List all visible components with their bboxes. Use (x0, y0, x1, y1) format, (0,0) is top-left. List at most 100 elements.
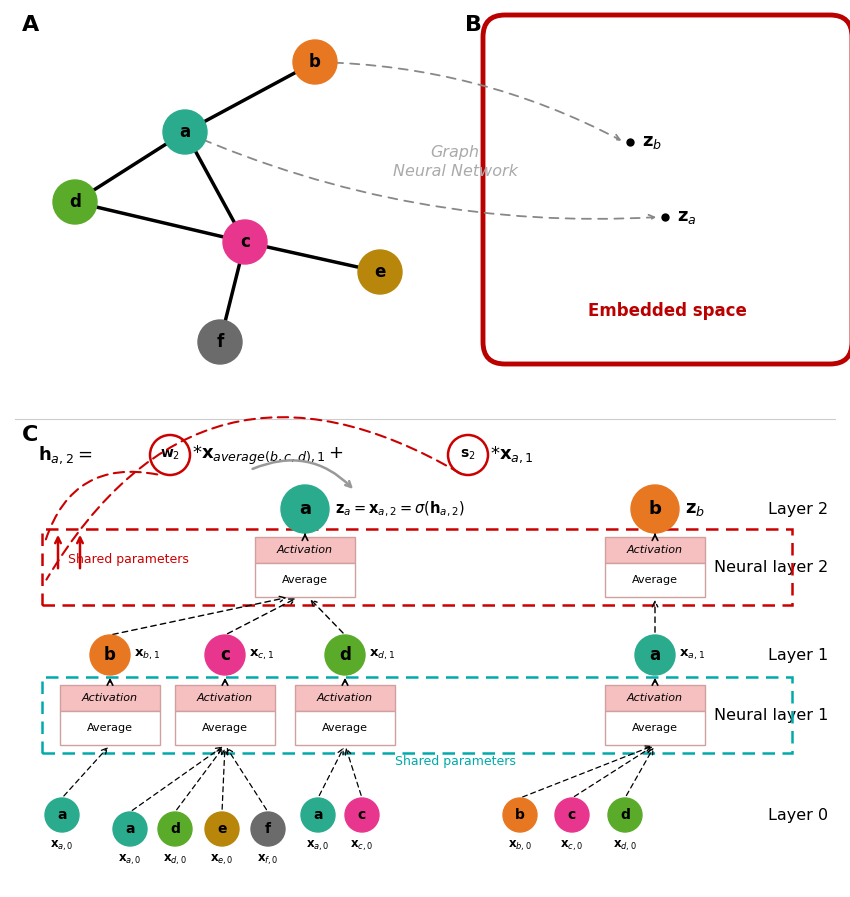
FancyBboxPatch shape (295, 711, 395, 745)
FancyBboxPatch shape (175, 685, 275, 711)
Circle shape (53, 180, 97, 224)
Text: $\mathbf{x}_{e,0}$: $\mathbf{x}_{e,0}$ (210, 853, 234, 867)
Text: $\mathbf{x}_{f,0}$: $\mathbf{x}_{f,0}$ (258, 853, 279, 867)
Text: $\mathbf{x}_{c,0}$: $\mathbf{x}_{c,0}$ (350, 839, 373, 853)
Text: Activation: Activation (317, 693, 373, 703)
Circle shape (150, 435, 190, 475)
Text: d: d (170, 822, 180, 836)
Text: $\mathbf{x}_{b,1}$: $\mathbf{x}_{b,1}$ (134, 648, 161, 662)
Text: $\mathbf{x}_{d,0}$: $\mathbf{x}_{d,0}$ (163, 853, 187, 867)
Circle shape (113, 812, 147, 846)
FancyBboxPatch shape (605, 563, 705, 597)
Text: $\mathbf{x}_{a,0}$: $\mathbf{x}_{a,0}$ (50, 839, 74, 853)
Text: C: C (22, 425, 38, 445)
FancyBboxPatch shape (60, 685, 160, 711)
Text: Average: Average (282, 575, 328, 585)
Text: Activation: Activation (627, 693, 683, 703)
Text: c: c (358, 808, 366, 822)
Circle shape (345, 798, 379, 832)
Text: Average: Average (632, 723, 678, 733)
Text: a: a (179, 123, 190, 141)
Text: f: f (217, 333, 224, 351)
Circle shape (635, 635, 675, 675)
Text: b: b (515, 808, 525, 822)
FancyBboxPatch shape (605, 685, 705, 711)
Text: $\mathbf{x}_{d,0}$: $\mathbf{x}_{d,0}$ (613, 839, 637, 853)
Text: Layer 1: Layer 1 (768, 648, 828, 663)
Circle shape (205, 635, 245, 675)
Circle shape (631, 485, 679, 533)
Text: $\mathbf{x}_{c,1}$: $\mathbf{x}_{c,1}$ (249, 648, 275, 662)
Text: Layer 2: Layer 2 (768, 501, 828, 517)
Text: d: d (339, 646, 351, 664)
Text: Neural layer 1: Neural layer 1 (714, 708, 828, 722)
Text: c: c (568, 808, 576, 822)
Circle shape (503, 798, 537, 832)
Text: Activation: Activation (82, 693, 138, 703)
Circle shape (555, 798, 589, 832)
Text: $*\mathbf{x}_{a,1}$: $*\mathbf{x}_{a,1}$ (490, 445, 534, 466)
Text: c: c (240, 233, 250, 251)
Text: Average: Average (632, 575, 678, 585)
Circle shape (358, 250, 402, 294)
FancyBboxPatch shape (175, 711, 275, 745)
Text: Shared parameters: Shared parameters (68, 553, 189, 565)
Circle shape (198, 320, 242, 364)
Circle shape (90, 635, 130, 675)
Text: a: a (299, 500, 311, 518)
Text: Neural layer 2: Neural layer 2 (714, 560, 828, 574)
Text: c: c (220, 646, 230, 664)
Text: d: d (620, 808, 630, 822)
Circle shape (293, 40, 337, 84)
FancyBboxPatch shape (60, 711, 160, 745)
Text: A: A (22, 15, 39, 35)
Circle shape (608, 798, 642, 832)
Circle shape (158, 812, 192, 846)
Text: b: b (309, 53, 321, 71)
Text: $\mathbf{x}_{c,0}$: $\mathbf{x}_{c,0}$ (560, 839, 584, 853)
Text: $\mathbf{x}_{a,0}$: $\mathbf{x}_{a,0}$ (118, 853, 142, 867)
Text: Activation: Activation (197, 693, 253, 703)
FancyBboxPatch shape (605, 711, 705, 745)
FancyBboxPatch shape (255, 563, 355, 597)
Text: $\mathbf{w}_2$: $\mathbf{w}_2$ (160, 448, 180, 462)
Circle shape (205, 812, 239, 846)
Text: e: e (218, 822, 227, 836)
FancyBboxPatch shape (295, 685, 395, 711)
FancyBboxPatch shape (605, 537, 705, 563)
Text: a: a (314, 808, 323, 822)
Circle shape (45, 798, 79, 832)
Text: $\mathbf{z}_b$: $\mathbf{z}_b$ (642, 133, 662, 151)
Text: $\mathbf{x}_{a,0}$: $\mathbf{x}_{a,0}$ (306, 839, 330, 853)
Text: e: e (374, 263, 386, 281)
Circle shape (301, 798, 335, 832)
Text: b: b (104, 646, 116, 664)
Text: $\mathbf{z}_a$: $\mathbf{z}_a$ (677, 208, 696, 226)
FancyBboxPatch shape (255, 537, 355, 563)
Circle shape (281, 485, 329, 533)
Text: Activation: Activation (277, 545, 333, 555)
Text: Average: Average (322, 723, 368, 733)
Text: Average: Average (202, 723, 248, 733)
Text: B: B (465, 15, 482, 35)
Text: Graph
Neural Network: Graph Neural Network (393, 144, 518, 179)
Text: Embedded space: Embedded space (588, 302, 747, 320)
Text: Activation: Activation (627, 545, 683, 555)
Text: Layer 0: Layer 0 (768, 807, 828, 823)
Text: $\mathbf{x}_{a,1}$: $\mathbf{x}_{a,1}$ (679, 648, 706, 662)
Circle shape (251, 812, 285, 846)
Circle shape (223, 220, 267, 264)
Text: $\mathbf{h}_{a,2}=$: $\mathbf{h}_{a,2}=$ (38, 444, 93, 466)
Text: d: d (69, 193, 81, 211)
Text: $\mathbf{x}_{b,0}$: $\mathbf{x}_{b,0}$ (508, 839, 532, 853)
Text: b: b (649, 500, 661, 518)
Text: a: a (125, 822, 135, 836)
Text: $\mathbf{s}_2$: $\mathbf{s}_2$ (460, 448, 476, 462)
Text: a: a (57, 808, 67, 822)
Text: a: a (649, 646, 660, 664)
Circle shape (325, 635, 365, 675)
Text: $\mathbf{z}_b$: $\mathbf{z}_b$ (685, 500, 705, 518)
Text: Average: Average (87, 723, 133, 733)
Circle shape (163, 110, 207, 154)
Text: $\mathbf{x}_{d,1}$: $\mathbf{x}_{d,1}$ (369, 648, 395, 662)
